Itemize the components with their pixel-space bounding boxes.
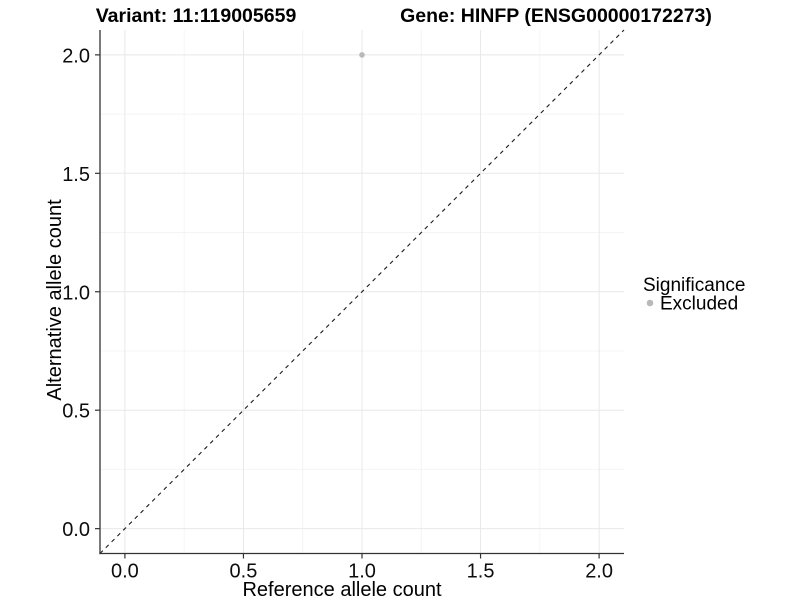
legend: Significance Excluded bbox=[643, 275, 745, 315]
legend-title: Significance bbox=[643, 275, 745, 296]
x-tick-label: 0.0 bbox=[111, 561, 139, 583]
y-axis-title: Alternative allele count bbox=[44, 199, 66, 401]
legend-key-dot bbox=[646, 299, 654, 307]
data-point bbox=[359, 52, 365, 58]
y-tick-label: 1.0 bbox=[62, 282, 90, 304]
x-tick-label: 0.5 bbox=[230, 561, 258, 583]
legend-entry-label: Excluded bbox=[660, 294, 738, 315]
y-tick-label: 0.0 bbox=[62, 519, 90, 541]
x-axis-title: Reference allele count bbox=[242, 579, 441, 600]
x-tick-label: 2.0 bbox=[585, 561, 613, 583]
data-points-group bbox=[359, 52, 365, 58]
y-tick-label: 1.5 bbox=[62, 164, 90, 186]
plot-title-variant: Variant: 11:119005659 bbox=[96, 5, 297, 27]
identity-line-group bbox=[99, 29, 625, 554]
axis-tick-labels-group: 0.0 0.5 1.0 1.5 2.0 0.0 0.5 1.0 1.5 2.0 bbox=[62, 45, 613, 582]
x-tick-label: 1.5 bbox=[467, 561, 495, 583]
legend-entries: Excluded bbox=[646, 294, 738, 315]
plot-title-gene: Gene: HINFP (ENSG00000172273) bbox=[400, 5, 712, 27]
y-tick-label: 0.5 bbox=[62, 401, 90, 423]
y-tick-label: 2.0 bbox=[62, 45, 90, 67]
identity-dashed-line bbox=[99, 29, 625, 554]
axis-ticks-group bbox=[95, 54, 600, 559]
x-tick-label: 1.0 bbox=[348, 561, 376, 583]
